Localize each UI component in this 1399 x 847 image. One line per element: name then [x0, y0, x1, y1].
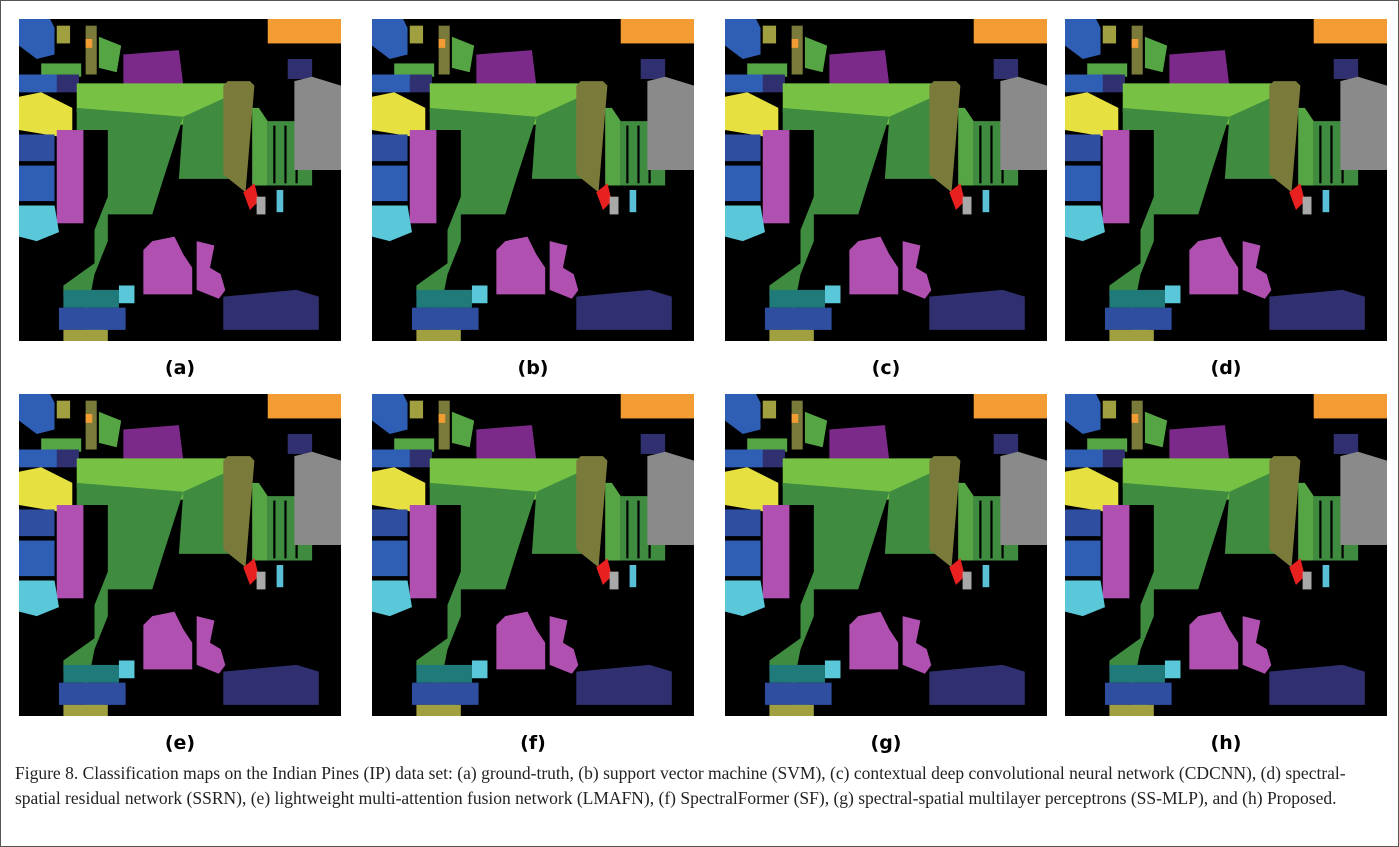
- classification-map: [372, 19, 694, 341]
- classification-map: [372, 394, 694, 716]
- maps: (a) (b) (c) (d) (e) (f) (g) (h): [1, 1, 1398, 761]
- panel-label: (d): [1211, 357, 1242, 379]
- panel-label: (g): [871, 732, 902, 754]
- panel-label: (c): [872, 357, 901, 379]
- panel-label: (h): [1211, 732, 1242, 754]
- classification-map: [19, 394, 341, 716]
- classification-map: [1065, 394, 1387, 716]
- classification-map: [725, 394, 1047, 716]
- panel-label: (f): [520, 732, 546, 754]
- panel-label: (b): [518, 357, 549, 379]
- panel-label: (a): [165, 357, 195, 379]
- figure-caption: Figure 8. Classification maps on the Ind…: [15, 761, 1385, 811]
- figure-page: (a) (b) (c) (d) (e) (f) (g) (h) Figure 8. Class…: [0, 0, 1399, 847]
- classification-map: [1065, 19, 1387, 341]
- classification-map: [725, 19, 1047, 341]
- classification-map: [19, 19, 341, 341]
- panel-label: (e): [165, 732, 195, 754]
